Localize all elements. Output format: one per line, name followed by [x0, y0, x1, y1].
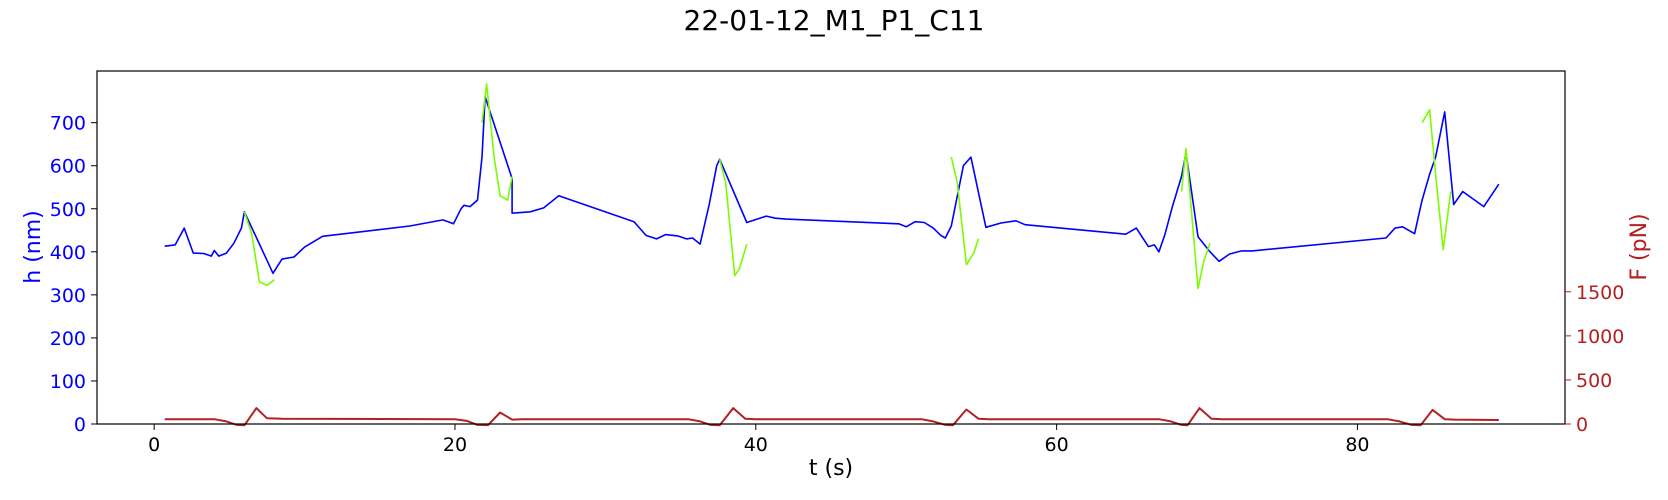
y-left-tick-label: 200: [50, 328, 86, 350]
y-axis-right: 0 500 1000 1500: [1565, 282, 1624, 436]
x-axis: 0 20 40 60 80: [148, 424, 1370, 456]
y-left-tick-label: 400: [50, 242, 86, 264]
y-axis-left-title: h (nm): [21, 210, 46, 283]
y-left-tick-label: 100: [50, 371, 86, 393]
y-axis-left: 0 100 200 300 400 500 600 700: [50, 113, 97, 436]
y-right-tick-label: 1000: [1576, 326, 1624, 348]
y-right-tick-label: 500: [1576, 370, 1612, 392]
x-tick-label: 60: [1045, 434, 1069, 456]
y-axis-right-title: F (pN): [1627, 213, 1652, 280]
x-tick-label: 20: [443, 434, 467, 456]
series-layer: [164, 83, 1500, 427]
x-axis-title: t (s): [809, 456, 853, 481]
y-left-tick-label: 600: [50, 156, 86, 178]
y-left-tick-label: 0: [74, 414, 86, 436]
chart-title: 22-01-12_M1_P1_C11: [684, 4, 985, 37]
x-tick-label: 0: [148, 434, 160, 456]
y-right-tick-label: 0: [1576, 414, 1588, 436]
y-left-tick-label: 300: [50, 285, 86, 307]
x-tick-label: 80: [1345, 434, 1369, 456]
x-tick-label: 40: [744, 434, 768, 456]
y-left-tick-label: 700: [50, 113, 86, 135]
height-trace-line: [164, 96, 1500, 275]
plot-frame: [96, 70, 1566, 425]
height-active-segments-line: [243, 83, 1452, 290]
force-trace-line: [164, 407, 1499, 427]
y-left-tick-label: 500: [50, 199, 86, 221]
y-right-tick-label: 1500: [1576, 282, 1624, 304]
